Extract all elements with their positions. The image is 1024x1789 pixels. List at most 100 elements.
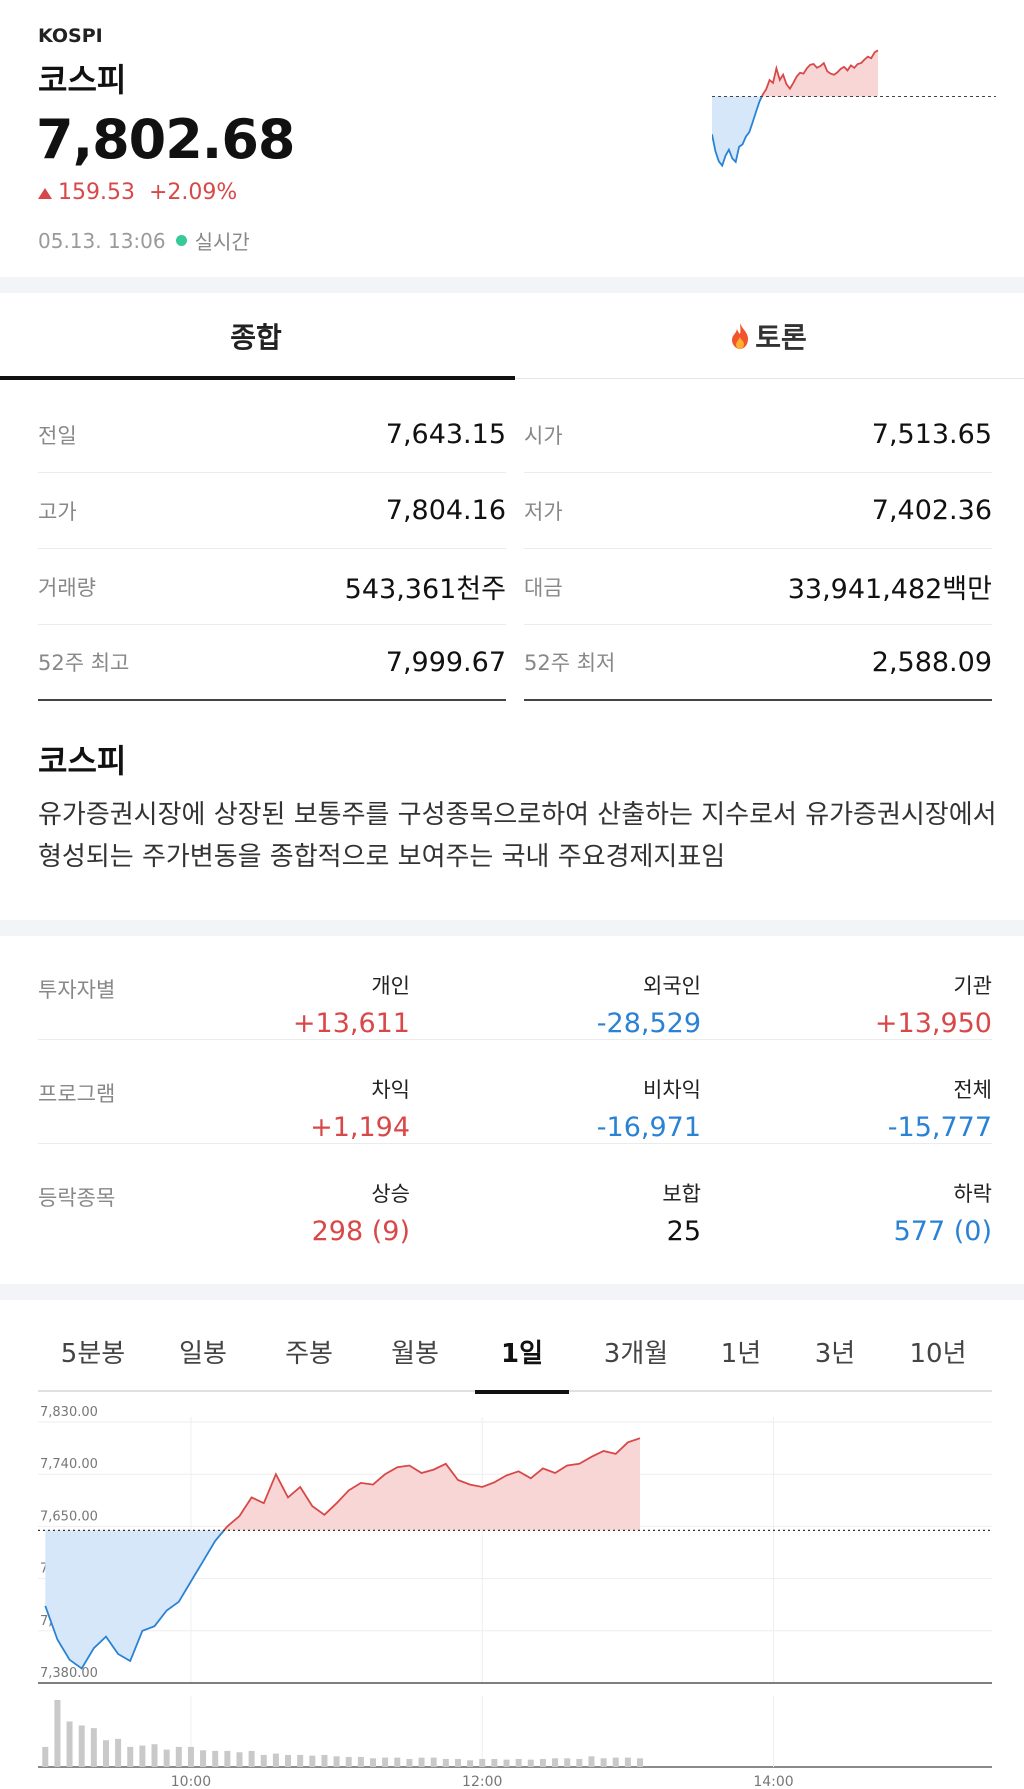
volume-bar <box>285 1754 292 1767</box>
mini-intraday-chart[interactable] <box>712 44 996 174</box>
stat-value: 33,941,482백만 <box>787 574 992 605</box>
mini-area-up <box>761 50 878 97</box>
declining: 하락 577 (0) <box>772 1178 992 1247</box>
period-tab-daily[interactable]: 일봉 <box>166 1310 240 1392</box>
stat-row: 52주 최고 7,999.67 52주 최저 2,588.09 <box>38 625 992 701</box>
stat-value: 543,361천주 <box>344 574 506 605</box>
period-tab-3year[interactable]: 3년 <box>800 1310 870 1392</box>
main-area-up <box>45 1438 640 1531</box>
change-amount: 159.53 <box>58 180 135 205</box>
index-header: KOSPI 코스피 7,802.68 159.53 +2.09% 05.13. … <box>0 0 1024 277</box>
chart-period-tabs: 5분봉 일봉 주봉 월봉 1일 3개월 1년 3년 10년 <box>38 1310 992 1394</box>
period-tab-label: 10년 <box>909 1338 967 1369</box>
col-key: 전체 <box>953 1078 992 1102</box>
main-line-up <box>222 1437 641 1531</box>
change-amount-group: 159.53 <box>38 180 135 205</box>
col-value: -16,971 <box>596 1112 701 1143</box>
volume-bar <box>260 1754 267 1767</box>
program-row: 프로그램 차익 +1,194 비차익 -16,971 전체 -15,777 <box>38 1040 992 1144</box>
row-label: 등락종목 <box>38 1186 116 1210</box>
volume-bar <box>515 1758 522 1767</box>
stat-high: 고가 7,804.16 <box>38 473 506 549</box>
volume-bar <box>382 1757 389 1767</box>
volume-bar <box>467 1760 474 1767</box>
section-divider <box>0 920 1024 936</box>
col-key: 외국인 <box>643 974 701 998</box>
period-tab-weekly[interactable]: 주봉 <box>272 1310 346 1392</box>
period-tab-label: 3개월 <box>603 1338 669 1369</box>
stat-label: 52주 최저 <box>524 651 616 675</box>
period-tab-1day[interactable]: 1일 <box>475 1310 569 1394</box>
period-tab-label: 1년 <box>720 1338 762 1369</box>
col-key: 차익 <box>371 1078 410 1102</box>
period-tab-label: 월봉 <box>391 1338 439 1369</box>
volume-bar <box>369 1758 376 1767</box>
volume-bar <box>406 1758 413 1767</box>
tab-overview[interactable]: 종합 <box>0 293 515 380</box>
volume-bar <box>333 1756 340 1767</box>
mini-line-down <box>712 96 763 168</box>
volume-bar <box>491 1758 498 1767</box>
live-label: 실시간 <box>194 230 250 254</box>
stat-low: 저가 7,402.36 <box>524 473 992 549</box>
col-key: 비차익 <box>643 1078 701 1102</box>
change-percent: +2.09% <box>148 180 238 205</box>
volume-bar <box>272 1753 279 1767</box>
investor-individual: 개인 +13,611 <box>190 970 410 1039</box>
period-tab-1year[interactable]: 1년 <box>706 1310 776 1392</box>
stat-value: 7,999.67 <box>385 646 506 678</box>
col-key: 하락 <box>953 1182 992 1206</box>
tab-discussion[interactable]: 토론 <box>512 293 1024 379</box>
volume-bar <box>430 1757 437 1767</box>
volume-bar <box>175 1746 182 1767</box>
volume-bar <box>224 1750 231 1767</box>
main-tabs: 종합 토론 <box>0 293 1024 380</box>
col-value: -15,777 <box>887 1112 992 1143</box>
col-key: 개인 <box>371 974 410 998</box>
stat-52w-low: 52주 최저 2,588.09 <box>524 625 992 701</box>
mini-area-down <box>712 96 878 166</box>
col-key: 기관 <box>953 974 992 998</box>
stat-label: 고가 <box>38 499 77 524</box>
period-tab-label: 1일 <box>500 1338 543 1369</box>
stat-value: 7,513.65 <box>871 419 992 450</box>
col-key: 상승 <box>371 1182 410 1206</box>
volume-bar <box>151 1744 158 1767</box>
volume-bar <box>394 1757 401 1767</box>
stat-value: 7,643.15 <box>385 419 506 450</box>
stat-label: 시가 <box>524 423 563 448</box>
description-text: 유가증권시장에 상장된 보통주를 구성종목으로하여 산출하는 지수로서 유가증권… <box>38 800 997 872</box>
volume-bar <box>552 1758 559 1767</box>
price-change: 159.53 +2.09% <box>38 180 237 205</box>
period-tab-10year[interactable]: 10년 <box>898 1310 978 1392</box>
fire-icon <box>732 323 749 349</box>
current-price: 7,802.68 <box>36 108 295 171</box>
volume-bar <box>600 1758 607 1767</box>
volume-bar <box>576 1758 583 1767</box>
stat-open: 시가 7,513.65 <box>524 397 992 473</box>
volume-bar <box>624 1757 631 1767</box>
stat-row: 고가 7,804.16 저가 7,402.36 <box>38 473 992 549</box>
volume-bar <box>212 1750 219 1767</box>
col-value: 577 (0) <box>893 1216 992 1247</box>
volume-bar <box>66 1721 73 1767</box>
period-tab-monthly[interactable]: 월봉 <box>378 1310 452 1392</box>
stat-turnover: 대금 33,941,482백만 <box>524 549 992 625</box>
volume-bar <box>200 1750 207 1767</box>
intraday-chart[interactable]: 7,830.007,740.007,650.007,560.007,470.00… <box>38 1400 992 1789</box>
period-tab-5min[interactable]: 5분봉 <box>52 1310 134 1392</box>
volume-bar <box>78 1725 85 1767</box>
volume-bar <box>187 1746 194 1767</box>
period-tab-label: 일봉 <box>179 1338 227 1369</box>
volume-bar <box>637 1758 644 1767</box>
volume-bar <box>115 1738 122 1767</box>
volume-bar <box>357 1756 364 1767</box>
program-non-arbitrage: 비차익 -16,971 <box>481 1074 701 1143</box>
main-area-down <box>45 1530 224 1669</box>
stat-label: 52주 최고 <box>38 651 130 675</box>
volume-bar <box>588 1756 595 1767</box>
unchanged: 보합 25 <box>481 1178 701 1247</box>
period-tab-3month[interactable]: 3개월 <box>590 1310 682 1392</box>
period-tab-label: 3년 <box>814 1338 856 1369</box>
tab-overview-label: 종합 <box>230 321 282 354</box>
